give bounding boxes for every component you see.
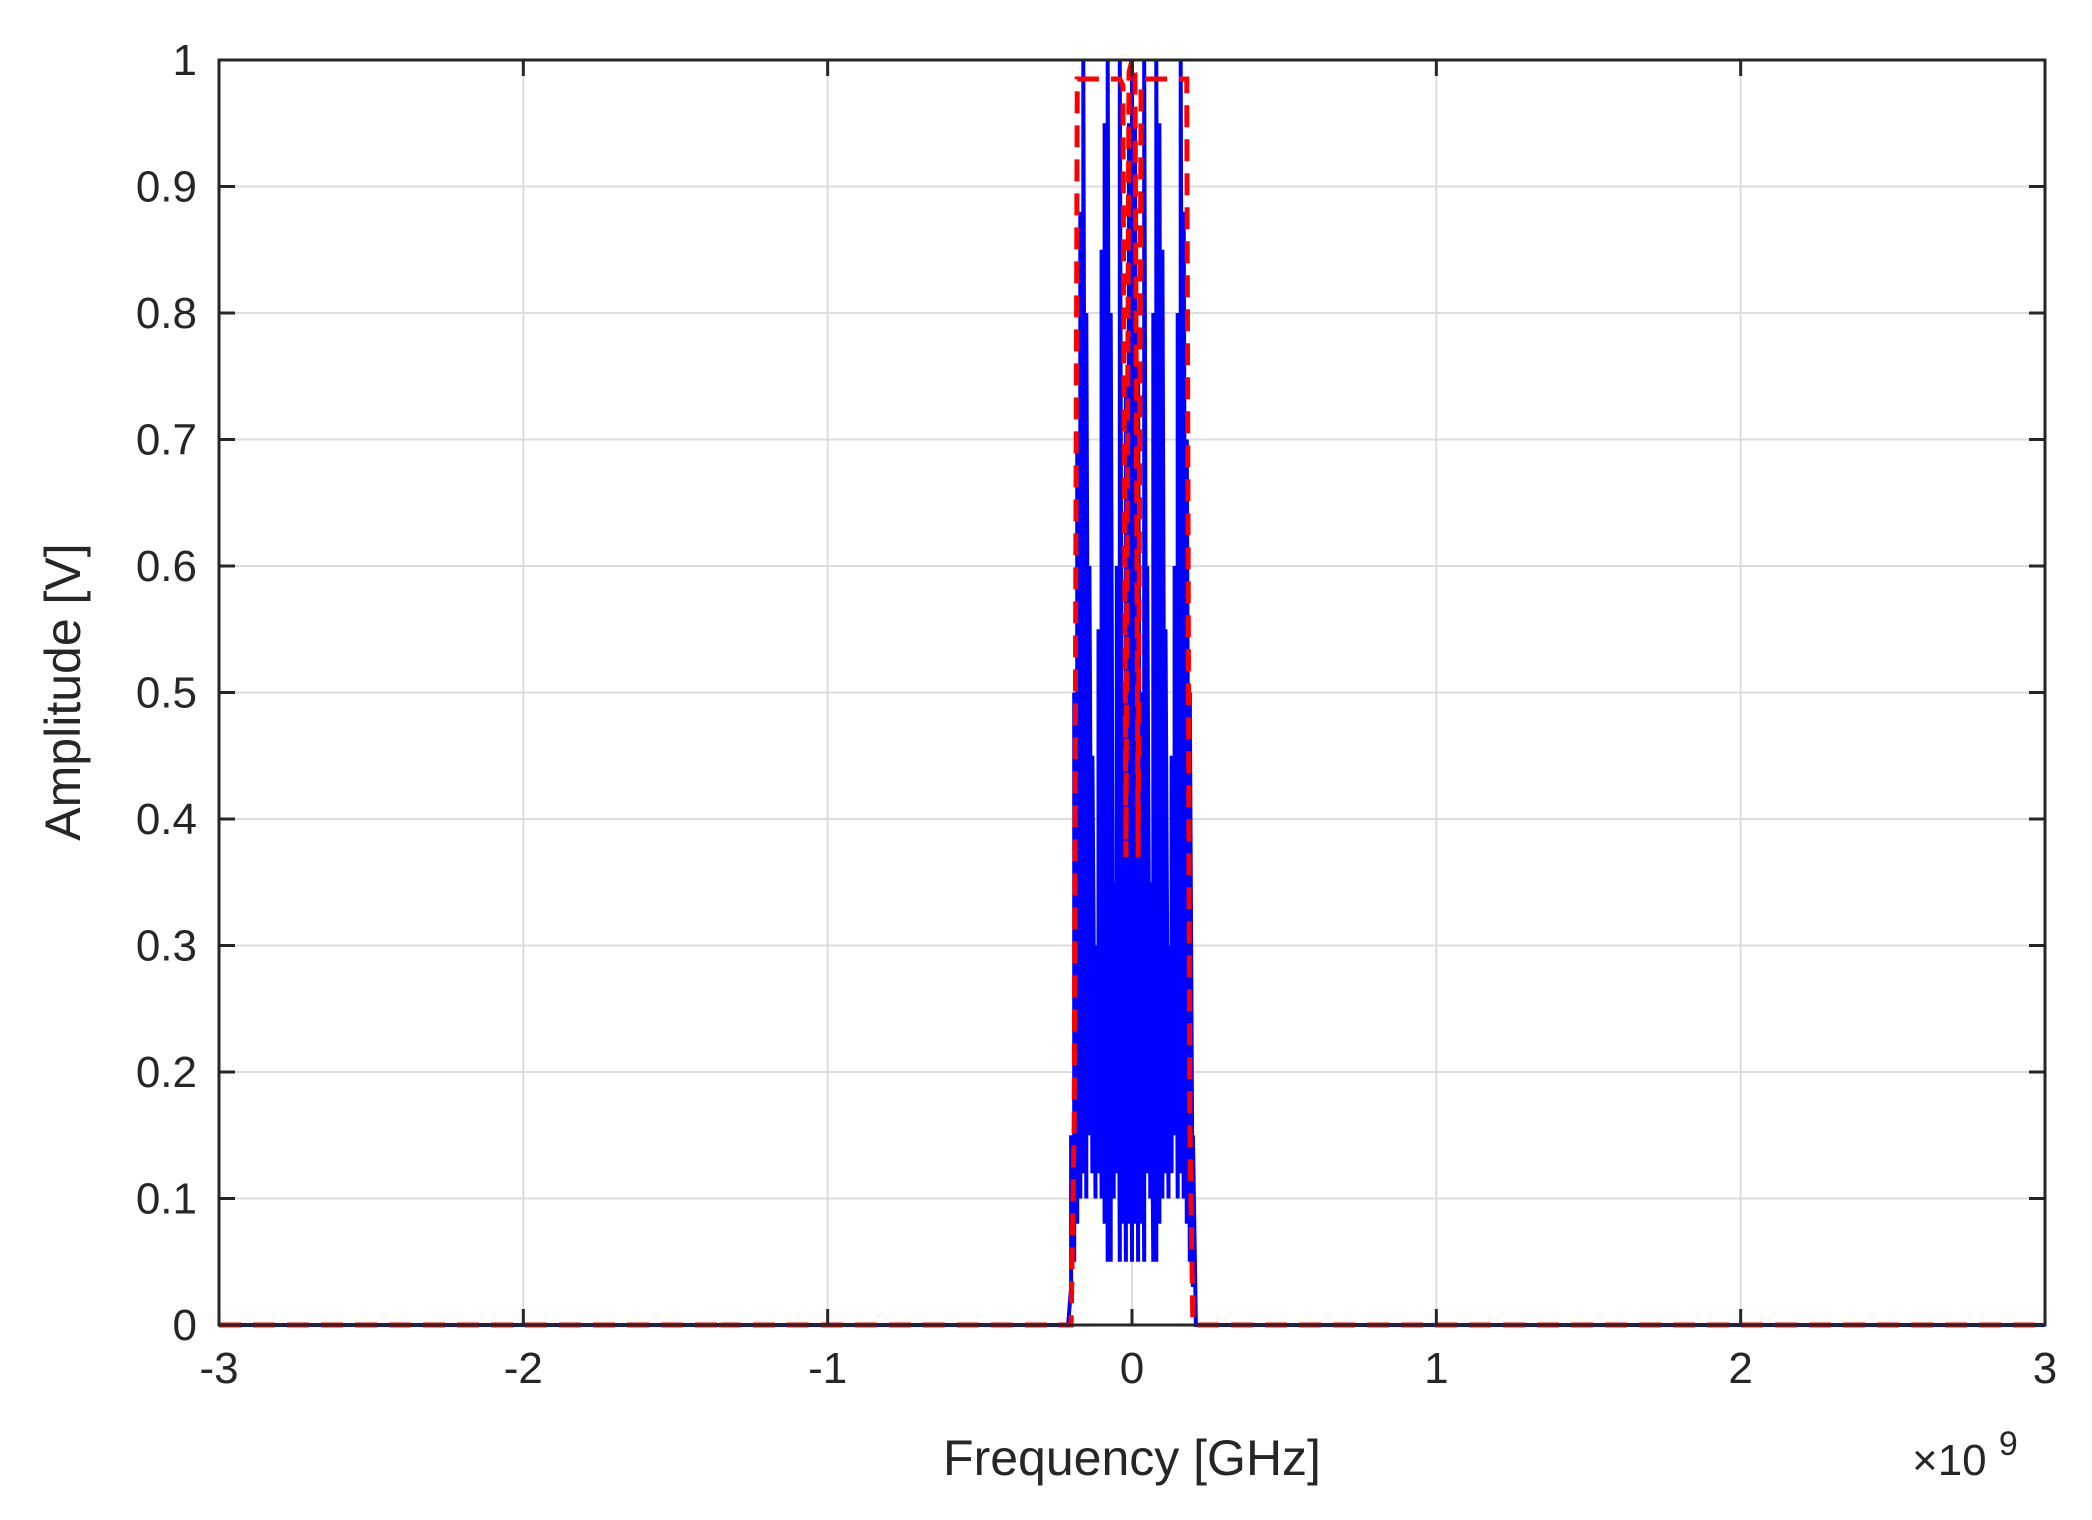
- y-tick-label: 0.6: [136, 542, 197, 591]
- x-tick-labels: -3 -2 -1 0 1 2 3: [199, 1344, 2057, 1393]
- y-tick-label: 0: [173, 1301, 197, 1350]
- y-tick-label: 0.5: [136, 669, 197, 718]
- x-axis-label: Frequency [GHz]: [943, 1430, 1321, 1486]
- x-tick-label: -2: [504, 1344, 543, 1393]
- series-line-1: [219, 59, 2045, 1327]
- y-axis-label: Amplitude [V]: [35, 543, 91, 840]
- y-tick-label: 1: [173, 36, 197, 85]
- tick-marks: [217, 58, 2047, 1327]
- x-tick-label: 3: [2033, 1344, 2057, 1393]
- x-tick-label: 2: [1728, 1344, 1752, 1393]
- y-tick-label: 0.9: [136, 163, 197, 212]
- y-tick-labels: 0 0.1 0.2 0.3 0.4 0.5 0.6 0.7 0.8 0.9 1: [136, 36, 197, 1350]
- y-tick-label: 0.4: [136, 795, 197, 844]
- x-tick-label: 1: [1424, 1344, 1448, 1393]
- y-tick-label: 0.7: [136, 416, 197, 465]
- x-tick-label: 0: [1120, 1344, 1144, 1393]
- y-tick-label: 0.8: [136, 289, 197, 338]
- y-tick-label: 0.2: [136, 1048, 197, 1097]
- x-tick-label: -3: [199, 1344, 238, 1393]
- x-exponent-label: ×10 9: [1912, 1425, 2018, 1485]
- x-exponent-power: 9: [1999, 1425, 2018, 1463]
- x-exponent-base: ×10: [1912, 1436, 1987, 1485]
- x-tick-label: -1: [808, 1344, 847, 1393]
- y-tick-label: 0.1: [136, 1175, 197, 1224]
- y-tick-label: 0.3: [136, 922, 197, 971]
